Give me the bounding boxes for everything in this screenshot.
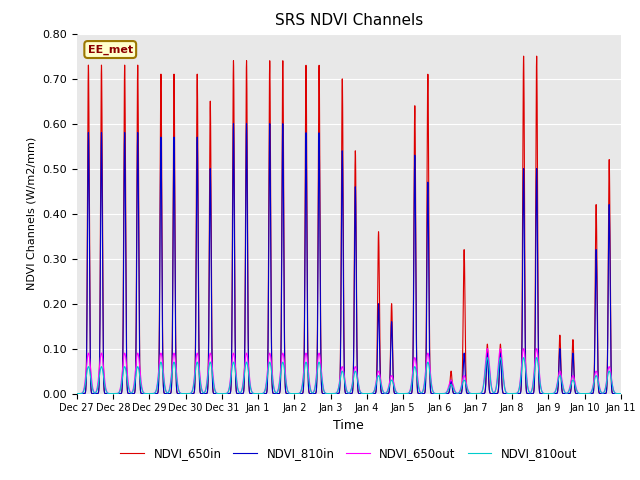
NDVI_810in [189, 391, 197, 396]
NDVI_650in [501, 391, 509, 396]
NDVI_650in [276, 380, 284, 385]
NDVI_810in [184, 391, 191, 396]
NDVI_650out [189, 384, 197, 389]
NDVI_810out [276, 373, 284, 379]
NDVI_650in [189, 391, 197, 396]
NDVI_810out [73, 391, 81, 396]
NDVI_650in [615, 391, 623, 396]
NDVI_650out [184, 391, 191, 396]
NDVI_810out [184, 391, 191, 396]
NDVI_650in [533, 53, 541, 59]
NDVI_650out [73, 391, 81, 396]
NDVI_810out [615, 391, 623, 396]
Title: SRS NDVI Channels: SRS NDVI Channels [275, 13, 423, 28]
NDVI_810in [472, 391, 479, 396]
Line: NDVI_650out: NDVI_650out [77, 348, 621, 394]
NDVI_650out [501, 386, 509, 392]
NDVI_650in [472, 391, 479, 396]
NDVI_650in [424, 73, 431, 79]
NDVI_810out [424, 359, 431, 365]
Legend: NDVI_650in, NDVI_810in, NDVI_650out, NDVI_810out: NDVI_650in, NDVI_810in, NDVI_650out, NDV… [116, 443, 582, 465]
NDVI_810out [533, 355, 541, 360]
NDVI_650in [73, 391, 81, 396]
NDVI_810in [615, 391, 623, 396]
Y-axis label: NDVI Channels (W/m2/mm): NDVI Channels (W/m2/mm) [27, 137, 36, 290]
NDVI_650out [533, 346, 541, 351]
NDVI_650out [617, 391, 625, 396]
NDVI_810in [501, 391, 509, 396]
NDVI_810in [617, 391, 625, 396]
NDVI_650out [615, 391, 623, 396]
NDVI_810in [73, 391, 81, 396]
NDVI_810in [424, 180, 431, 185]
Line: NDVI_810in: NDVI_810in [77, 124, 621, 394]
NDVI_810in [276, 380, 284, 385]
X-axis label: Time: Time [333, 419, 364, 432]
NDVI_650in [617, 391, 625, 396]
Line: NDVI_810out: NDVI_810out [77, 358, 621, 394]
NDVI_810out [189, 385, 197, 391]
NDVI_650out [276, 368, 284, 374]
NDVI_650in [184, 391, 191, 396]
NDVI_810out [501, 387, 509, 393]
Line: NDVI_650in: NDVI_650in [77, 56, 621, 394]
NDVI_810in [230, 121, 237, 127]
Text: EE_met: EE_met [88, 44, 133, 55]
NDVI_650out [424, 350, 431, 356]
NDVI_810out [617, 391, 625, 396]
